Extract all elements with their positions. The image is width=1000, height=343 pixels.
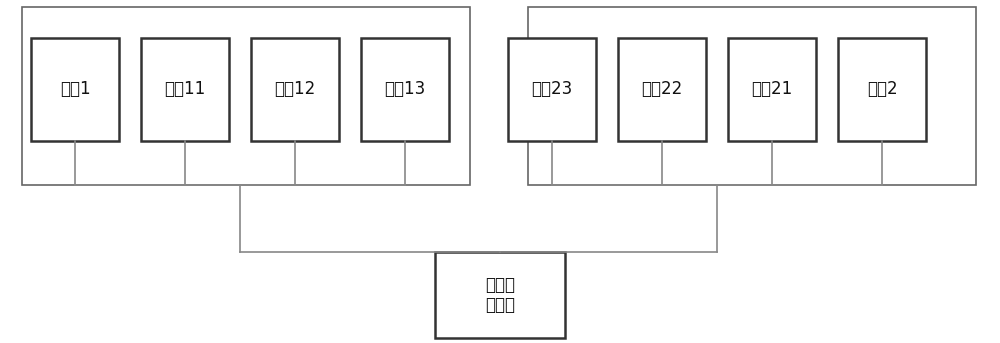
- FancyBboxPatch shape: [528, 7, 976, 185]
- FancyBboxPatch shape: [728, 38, 816, 141]
- Text: 处理器
及软件: 处理器 及软件: [485, 275, 515, 315]
- FancyBboxPatch shape: [141, 38, 229, 141]
- Text: 相机2: 相机2: [867, 80, 897, 98]
- Text: 相机1: 相机1: [60, 80, 90, 98]
- FancyBboxPatch shape: [508, 38, 596, 141]
- Text: 激光21: 激光21: [751, 80, 793, 98]
- FancyBboxPatch shape: [435, 252, 565, 338]
- Text: 激光13: 激光13: [384, 80, 426, 98]
- FancyBboxPatch shape: [618, 38, 706, 141]
- Text: 激光22: 激光22: [641, 80, 683, 98]
- FancyBboxPatch shape: [22, 7, 470, 185]
- Text: 激光11: 激光11: [164, 80, 206, 98]
- Text: 激光23: 激光23: [531, 80, 573, 98]
- FancyBboxPatch shape: [31, 38, 119, 141]
- Text: 激光12: 激光12: [274, 80, 316, 98]
- FancyBboxPatch shape: [251, 38, 339, 141]
- FancyBboxPatch shape: [838, 38, 926, 141]
- FancyBboxPatch shape: [361, 38, 449, 141]
